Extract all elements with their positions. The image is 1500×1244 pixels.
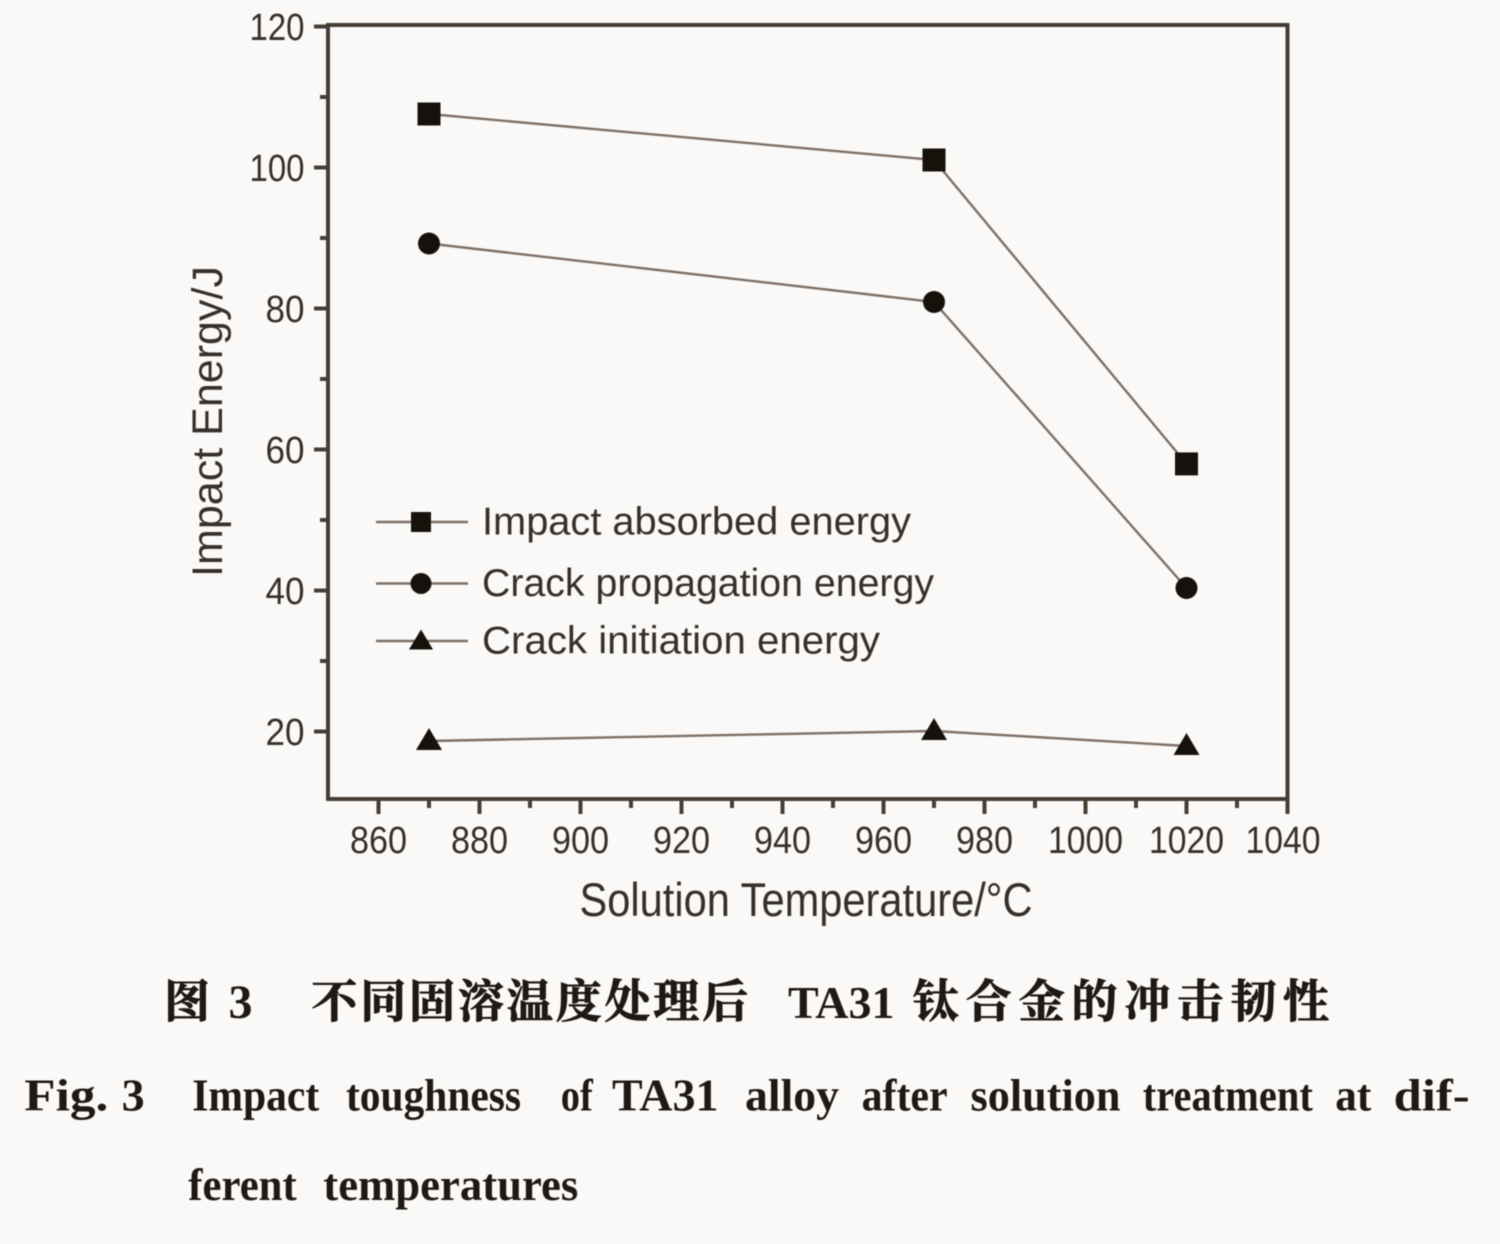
svg-text:1040: 1040 xyxy=(1246,820,1321,862)
svg-text:at: at xyxy=(1335,1070,1372,1121)
svg-text:920: 920 xyxy=(653,820,710,862)
svg-text:960: 960 xyxy=(855,820,912,862)
svg-text:Impact Energy/J: Impact Energy/J xyxy=(184,266,232,577)
svg-text:3: 3 xyxy=(122,1070,145,1121)
svg-text:900: 900 xyxy=(552,820,609,862)
svg-text:ferent: ferent xyxy=(188,1159,297,1210)
svg-text:Fig.: Fig. xyxy=(24,1070,108,1121)
svg-text:940: 940 xyxy=(754,820,811,862)
svg-text:1000: 1000 xyxy=(1048,820,1123,862)
svg-text:3: 3 xyxy=(229,976,253,1029)
svg-text:Crack initiation energy: Crack initiation energy xyxy=(482,620,881,663)
svg-text:80: 80 xyxy=(266,289,305,331)
svg-text:20: 20 xyxy=(266,712,305,754)
svg-text:TA31: TA31 xyxy=(788,977,895,1028)
svg-text:alloy: alloy xyxy=(745,1070,839,1121)
svg-text:40: 40 xyxy=(266,571,305,613)
svg-text:Crack propagation energy: Crack propagation energy xyxy=(482,562,934,605)
svg-text:120: 120 xyxy=(250,7,305,49)
svg-text:temperatures: temperatures xyxy=(323,1159,578,1210)
svg-text:TA31: TA31 xyxy=(612,1070,719,1121)
svg-text:solution: solution xyxy=(971,1070,1121,1121)
svg-text:toughness: toughness xyxy=(346,1070,521,1121)
svg-text:Impact absorbed energy: Impact absorbed energy xyxy=(482,501,911,544)
svg-text:Impact: Impact xyxy=(192,1070,320,1121)
svg-text:980: 980 xyxy=(956,820,1013,862)
svg-text:880: 880 xyxy=(451,820,508,862)
svg-text:dif-: dif- xyxy=(1394,1070,1470,1121)
svg-text:after: after xyxy=(862,1070,948,1121)
svg-text:Solution Temperature/°C: Solution Temperature/°C xyxy=(580,873,1033,926)
svg-text:860: 860 xyxy=(350,820,407,862)
svg-text:100: 100 xyxy=(250,148,305,190)
svg-text:treatment: treatment xyxy=(1143,1070,1314,1121)
svg-text:of: of xyxy=(561,1070,594,1121)
svg-text:1020: 1020 xyxy=(1149,820,1224,862)
svg-text:60: 60 xyxy=(266,430,305,472)
